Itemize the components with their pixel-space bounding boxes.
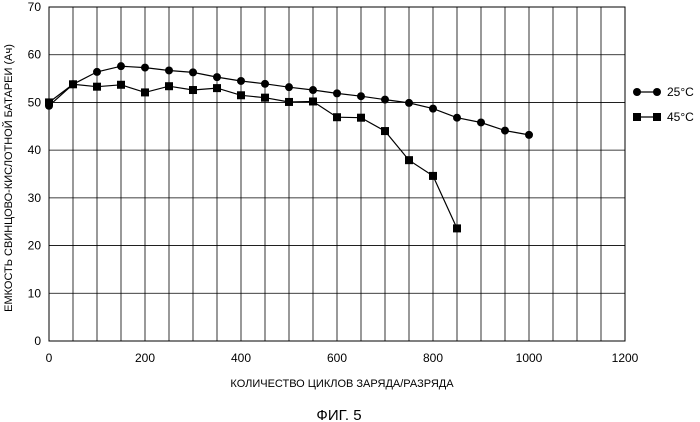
legend: 25°C 45°C <box>633 85 694 124</box>
x-tick-label: 600 <box>327 351 347 365</box>
x-axis-label: КОЛИЧЕСТВО ЦИКЛОВ ЗАРЯДА/РАЗРЯДА <box>230 378 454 390</box>
data-point <box>285 83 293 91</box>
data-point <box>165 82 173 90</box>
data-point <box>357 114 365 122</box>
legend-label: 45°C <box>667 110 694 124</box>
data-point <box>633 113 641 121</box>
y-tick-label: 50 <box>28 95 42 109</box>
data-point <box>261 80 269 88</box>
data-point <box>45 98 53 106</box>
x-tick-label: 400 <box>231 351 251 365</box>
data-point <box>189 86 197 94</box>
y-tick-label: 30 <box>28 191 42 205</box>
x-tick-label: 800 <box>423 351 443 365</box>
data-point <box>381 96 389 104</box>
figure-caption: ФИГ. 5 <box>316 407 361 422</box>
data-point <box>501 127 509 135</box>
data-point <box>357 92 365 100</box>
data-point <box>333 89 341 97</box>
data-point <box>525 131 533 139</box>
data-point <box>189 68 197 76</box>
data-point <box>141 88 149 96</box>
data-point <box>429 105 437 113</box>
x-axis-ticks: 0 200 400 600 800 1000 1200 <box>46 351 639 365</box>
data-point <box>477 118 485 126</box>
data-point <box>653 88 661 96</box>
x-tick-label: 1200 <box>612 351 639 365</box>
data-point <box>333 113 341 121</box>
data-point <box>453 114 461 122</box>
data-point <box>213 73 221 81</box>
y-tick-label: 10 <box>28 286 42 300</box>
legend-item: 25°C <box>633 85 694 99</box>
data-point <box>285 98 293 106</box>
data-point <box>653 113 661 121</box>
y-axis-ticks: 0 10 20 30 40 50 60 70 <box>28 0 42 348</box>
x-tick-label: 1000 <box>516 351 543 365</box>
y-tick-label: 60 <box>28 48 42 62</box>
data-point <box>405 99 413 107</box>
data-point <box>237 77 245 85</box>
data-point <box>93 83 101 91</box>
series-45c <box>45 80 461 232</box>
data-point <box>261 94 269 102</box>
data-point <box>165 66 173 74</box>
data-point <box>453 224 461 232</box>
data-point <box>213 84 221 92</box>
x-tick-label: 0 <box>46 351 53 365</box>
y-tick-label: 20 <box>28 239 42 253</box>
series-line <box>49 84 457 228</box>
y-tick-label: 40 <box>28 143 42 157</box>
data-point <box>429 172 437 180</box>
data-point <box>237 91 245 99</box>
data-point <box>405 156 413 164</box>
data-point <box>69 80 77 88</box>
data-point <box>633 88 641 96</box>
grid <box>49 7 625 341</box>
x-tick-label: 200 <box>135 351 155 365</box>
data-point <box>309 97 317 105</box>
data-point <box>117 81 125 89</box>
data-point <box>117 62 125 70</box>
y-axis-label: ЕМКОСТЬ СВИНЦОВО-КИСЛОТНОЙ БАТАРЕИ (Ач) <box>2 44 15 312</box>
y-tick-label: 0 <box>34 334 41 348</box>
y-tick-label: 70 <box>28 0 42 14</box>
data-point <box>141 64 149 72</box>
legend-label: 25°C <box>667 85 694 99</box>
legend-item: 45°C <box>633 110 694 124</box>
data-point <box>93 68 101 76</box>
data-point <box>309 86 317 94</box>
data-point <box>381 127 389 135</box>
